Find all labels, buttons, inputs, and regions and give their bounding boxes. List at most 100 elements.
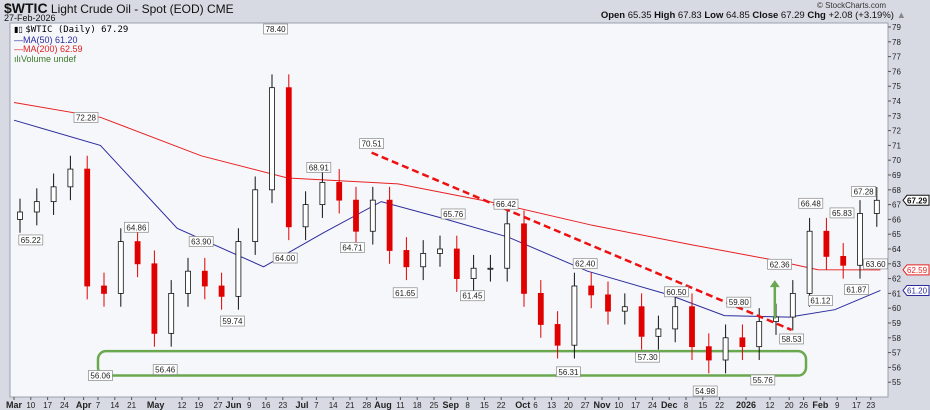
x-tick-label: Sep <box>443 400 460 410</box>
price-annotation: 68.91 <box>309 163 330 172</box>
candle-body <box>638 306 645 337</box>
x-tick-label: 18 <box>413 401 422 410</box>
x-tick-label: 14 <box>110 401 119 410</box>
y-tick-label: 55 <box>892 378 901 387</box>
candle-body <box>823 230 830 257</box>
legend-ma50-label: MA(50) 61.20 <box>23 34 78 45</box>
candle-body <box>857 213 863 266</box>
price-annotation: 64.00 <box>275 254 296 263</box>
open-label: Open <box>600 10 626 21</box>
y-tick-label: 58 <box>892 334 901 343</box>
x-tick-label: 17 <box>43 401 52 410</box>
x-tick-label: 28 <box>362 401 371 410</box>
x-tick-label: 20 <box>785 401 794 410</box>
candle-icon: ▮▯ <box>14 25 23 34</box>
price-annotation: 78.40 <box>266 25 287 34</box>
price-annotation: 59.80 <box>729 298 750 307</box>
brand-watermark: © StockCharts.com <box>816 1 886 10</box>
y-tick-label: 61 <box>892 289 901 298</box>
instrument-name: Light Crude Oil - Spot (EOD) <box>50 2 204 16</box>
bar-chart-icon: ılı <box>14 53 22 64</box>
y-tick-label: 66 <box>892 215 901 224</box>
price-annotation: 65.83 <box>832 209 853 218</box>
x-tick-label: Nov <box>593 400 610 410</box>
x-tick-label: Mar <box>6 400 23 410</box>
price-annotation-box <box>493 198 519 210</box>
candle-body <box>453 248 460 280</box>
price-annotation-box <box>863 258 888 270</box>
candle-body <box>319 181 326 205</box>
price-annotation-box <box>124 221 149 233</box>
y-tick-label: 67 <box>892 201 901 210</box>
x-tick-label: 8 <box>465 401 470 410</box>
x-tick-label: 24 <box>648 401 657 410</box>
legend-ma200-label: MA(200) 62.59 <box>23 44 83 54</box>
y-tick-label: 60 <box>892 304 901 313</box>
candle-body <box>521 223 527 294</box>
price-annotation-box <box>572 258 598 270</box>
price-annotation-box <box>726 296 752 308</box>
close-label: Close <box>752 10 779 21</box>
price-annotation-box <box>440 208 466 220</box>
price-annotation-box <box>88 370 113 381</box>
legend-ma200: —MA(200) 62.59 <box>14 44 128 55</box>
candle-body <box>386 199 393 251</box>
price-annotation: 60.50 <box>666 288 687 297</box>
y-tick-label: 74 <box>892 97 901 106</box>
y-tick-label: 77 <box>892 53 901 62</box>
price-annotation: 62.40 <box>575 260 596 269</box>
price-annotation: 62.36 <box>770 260 791 269</box>
y-tick-label: 68 <box>892 186 901 195</box>
candle-body <box>554 324 561 346</box>
low-value: 64.85 <box>725 10 750 21</box>
price-annotation-box <box>306 161 332 173</box>
price-annotation: 56.31 <box>558 368 579 377</box>
chart-title: $WTIC Light Crude Oil - Spot (EOD) CME <box>4 0 234 16</box>
y-tick-label: 56 <box>892 363 901 372</box>
price-annotation-box <box>359 138 384 150</box>
x-tick-label: Feb <box>812 400 829 410</box>
candle-body <box>101 285 107 294</box>
x-tick-label: Oct <box>515 400 530 410</box>
x-tick-label: 16 <box>262 401 271 410</box>
candle-body <box>151 263 158 334</box>
price-annotation-box <box>767 258 792 270</box>
x-tick-label: 15 <box>480 401 489 410</box>
x-tick-label: 10 <box>614 401 623 410</box>
candle-body <box>235 241 242 297</box>
x-tick-label: 26 <box>799 401 808 410</box>
x-tick-label: 22 <box>497 401 506 410</box>
x-tick-label: 19 <box>194 401 203 410</box>
price-annotation-box <box>73 112 99 123</box>
last-value-tag <box>902 194 930 206</box>
x-tick-label: 21 <box>127 401 136 410</box>
candle-body <box>285 87 292 228</box>
candle-body <box>537 292 544 325</box>
last-value-label: 61.20 <box>907 286 928 295</box>
open-value: 65.35 <box>627 10 652 21</box>
candle-body <box>201 270 208 287</box>
legend-price: ▮▯ $WTIC (Daily) 67.29 <box>14 25 128 36</box>
y-tick-label: 73 <box>892 112 901 121</box>
high-value: 67.83 <box>677 10 702 21</box>
price-annotation-box <box>152 364 178 375</box>
candle-body <box>218 285 225 297</box>
price-annotation: 56.46 <box>155 366 176 375</box>
candle-body <box>873 199 880 214</box>
x-tick-label: 11 <box>396 401 405 410</box>
legend-volume-label: Volume undef <box>21 53 77 64</box>
candle-body <box>722 337 729 361</box>
candle-body <box>33 201 40 213</box>
price-annotation: 57.30 <box>638 353 659 362</box>
price-annotation-box <box>851 186 876 197</box>
price-annotation: 67.28 <box>854 187 875 196</box>
up-arrow-icon <box>769 280 780 288</box>
candle-body <box>840 255 847 266</box>
price-annotation: 58.53 <box>782 335 803 344</box>
line-icon: — <box>14 34 23 45</box>
legend-price-label: $WTIC (Daily) 67.29 <box>25 25 129 35</box>
up-triangle-icon: ▲ <box>896 10 906 21</box>
price-annotation: 59.74 <box>222 317 243 326</box>
last-value-label: 67.29 <box>907 196 928 205</box>
candle-body <box>588 285 595 296</box>
